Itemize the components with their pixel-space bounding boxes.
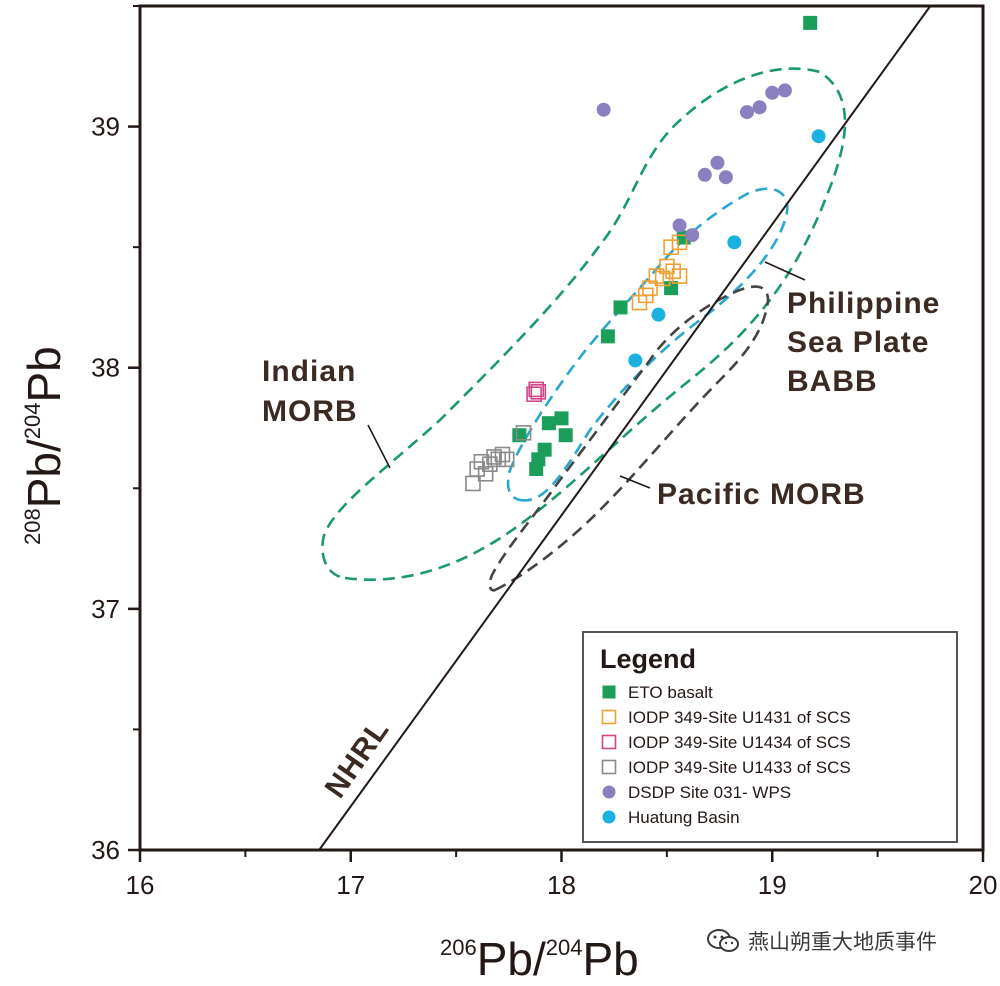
data-point: [600, 329, 615, 344]
data-point: [530, 384, 547, 400]
legend-item-label: ETO basalt: [628, 683, 713, 702]
x-tick-label: 17: [336, 870, 365, 900]
data-point: [663, 239, 679, 255]
legend-item-label: DSDP Site 031- WPS: [628, 783, 791, 802]
legend-marker: [602, 810, 616, 824]
data-point: [803, 15, 818, 30]
babb-leader: [764, 261, 806, 281]
data-point: [685, 228, 700, 243]
data-point: [671, 268, 688, 284]
philippine-sea-plate-babb-field: [506, 187, 789, 502]
data-point: [739, 105, 754, 120]
field-outlines: [321, 67, 847, 592]
data-point: [613, 300, 628, 315]
legend-item-label: Huatung Basin: [628, 808, 740, 827]
legend-box: [582, 631, 958, 843]
watermark-text: 燕山朔重大地质事件: [748, 930, 937, 954]
data-point: [494, 446, 511, 463]
data-point: [537, 442, 552, 457]
indian-morb-label-line2: MORB: [262, 395, 358, 428]
legend-item-label: IODP 349-Site U1434 of SCS: [628, 733, 851, 752]
indian-morb-field: [321, 67, 847, 581]
data-point: [526, 386, 542, 403]
y-tick-label: 38: [91, 353, 120, 383]
legend: Legend ETO basalt IODP 349-Site U1431 of …: [582, 631, 958, 843]
data-point: [718, 170, 733, 185]
indian-morb-leader: [367, 424, 391, 469]
data-points: [465, 15, 826, 492]
data-point: [515, 425, 532, 441]
data-point: [554, 411, 569, 426]
data-point: [541, 416, 556, 431]
data-point: [628, 353, 643, 368]
nhrl-reference-line: [318, 5, 932, 851]
x-tick-label: 16: [126, 870, 155, 900]
pacific-morb-leader: [619, 475, 651, 489]
y-tick-label: 36: [91, 835, 120, 865]
data-point: [710, 155, 725, 170]
data-point: [672, 218, 687, 233]
data-point: [651, 307, 666, 322]
watermark: 燕山朔重大地质事件: [706, 926, 937, 956]
x-tick-label: 18: [547, 870, 576, 900]
wechat-icon: [707, 929, 739, 952]
data-point: [811, 129, 826, 144]
data-point: [490, 451, 507, 468]
data-point: [765, 85, 780, 100]
data-point: [477, 466, 494, 482]
data-point: [558, 428, 573, 443]
pacific-morb-label: Pacific MORB: [657, 478, 866, 511]
babb-label-line1: Philippine: [787, 287, 940, 320]
x-tick-label: 19: [758, 870, 787, 900]
legend-item-label: IODP 349-Site U1431 of SCS: [628, 708, 851, 727]
data-point: [498, 451, 515, 468]
legend-marker: [601, 759, 617, 775]
data-point: [777, 83, 792, 98]
data-point: [664, 281, 679, 296]
data-point: [473, 453, 490, 470]
axes: 16 17 18 19 20 36 37 38 39: [91, 5, 998, 900]
x-axis-title: 206Pb/204Pb: [440, 933, 639, 985]
legend-marker: [602, 685, 616, 699]
legend-marker: [601, 734, 617, 750]
y-axis-title: 208Pb/204Pb: [18, 346, 70, 545]
babb-label-line2: Sea Plate: [787, 326, 929, 359]
data-point: [596, 102, 611, 117]
data-point: [697, 167, 712, 182]
data-point: [528, 381, 545, 398]
data-point: [727, 235, 742, 250]
legend-title: Legend: [600, 644, 696, 674]
data-point: [671, 234, 688, 251]
indian-morb-label-line1: Indian: [262, 355, 356, 388]
legend-item-label: IODP 349-Site U1433 of SCS: [628, 758, 851, 777]
data-point: [486, 449, 502, 465]
pacific-morb-field: [488, 285, 770, 592]
babb-label-line3: BABB: [787, 365, 878, 398]
y-tick-label: 39: [91, 112, 120, 142]
y-tick-label: 37: [91, 594, 120, 624]
x-tick-label: 20: [969, 870, 998, 900]
legend-items: ETO basalt IODP 349-Site U1431 of SCS IODP…: [601, 683, 851, 827]
data-point: [752, 100, 767, 115]
legend-marker: [602, 785, 616, 799]
legend-marker: [601, 709, 617, 725]
